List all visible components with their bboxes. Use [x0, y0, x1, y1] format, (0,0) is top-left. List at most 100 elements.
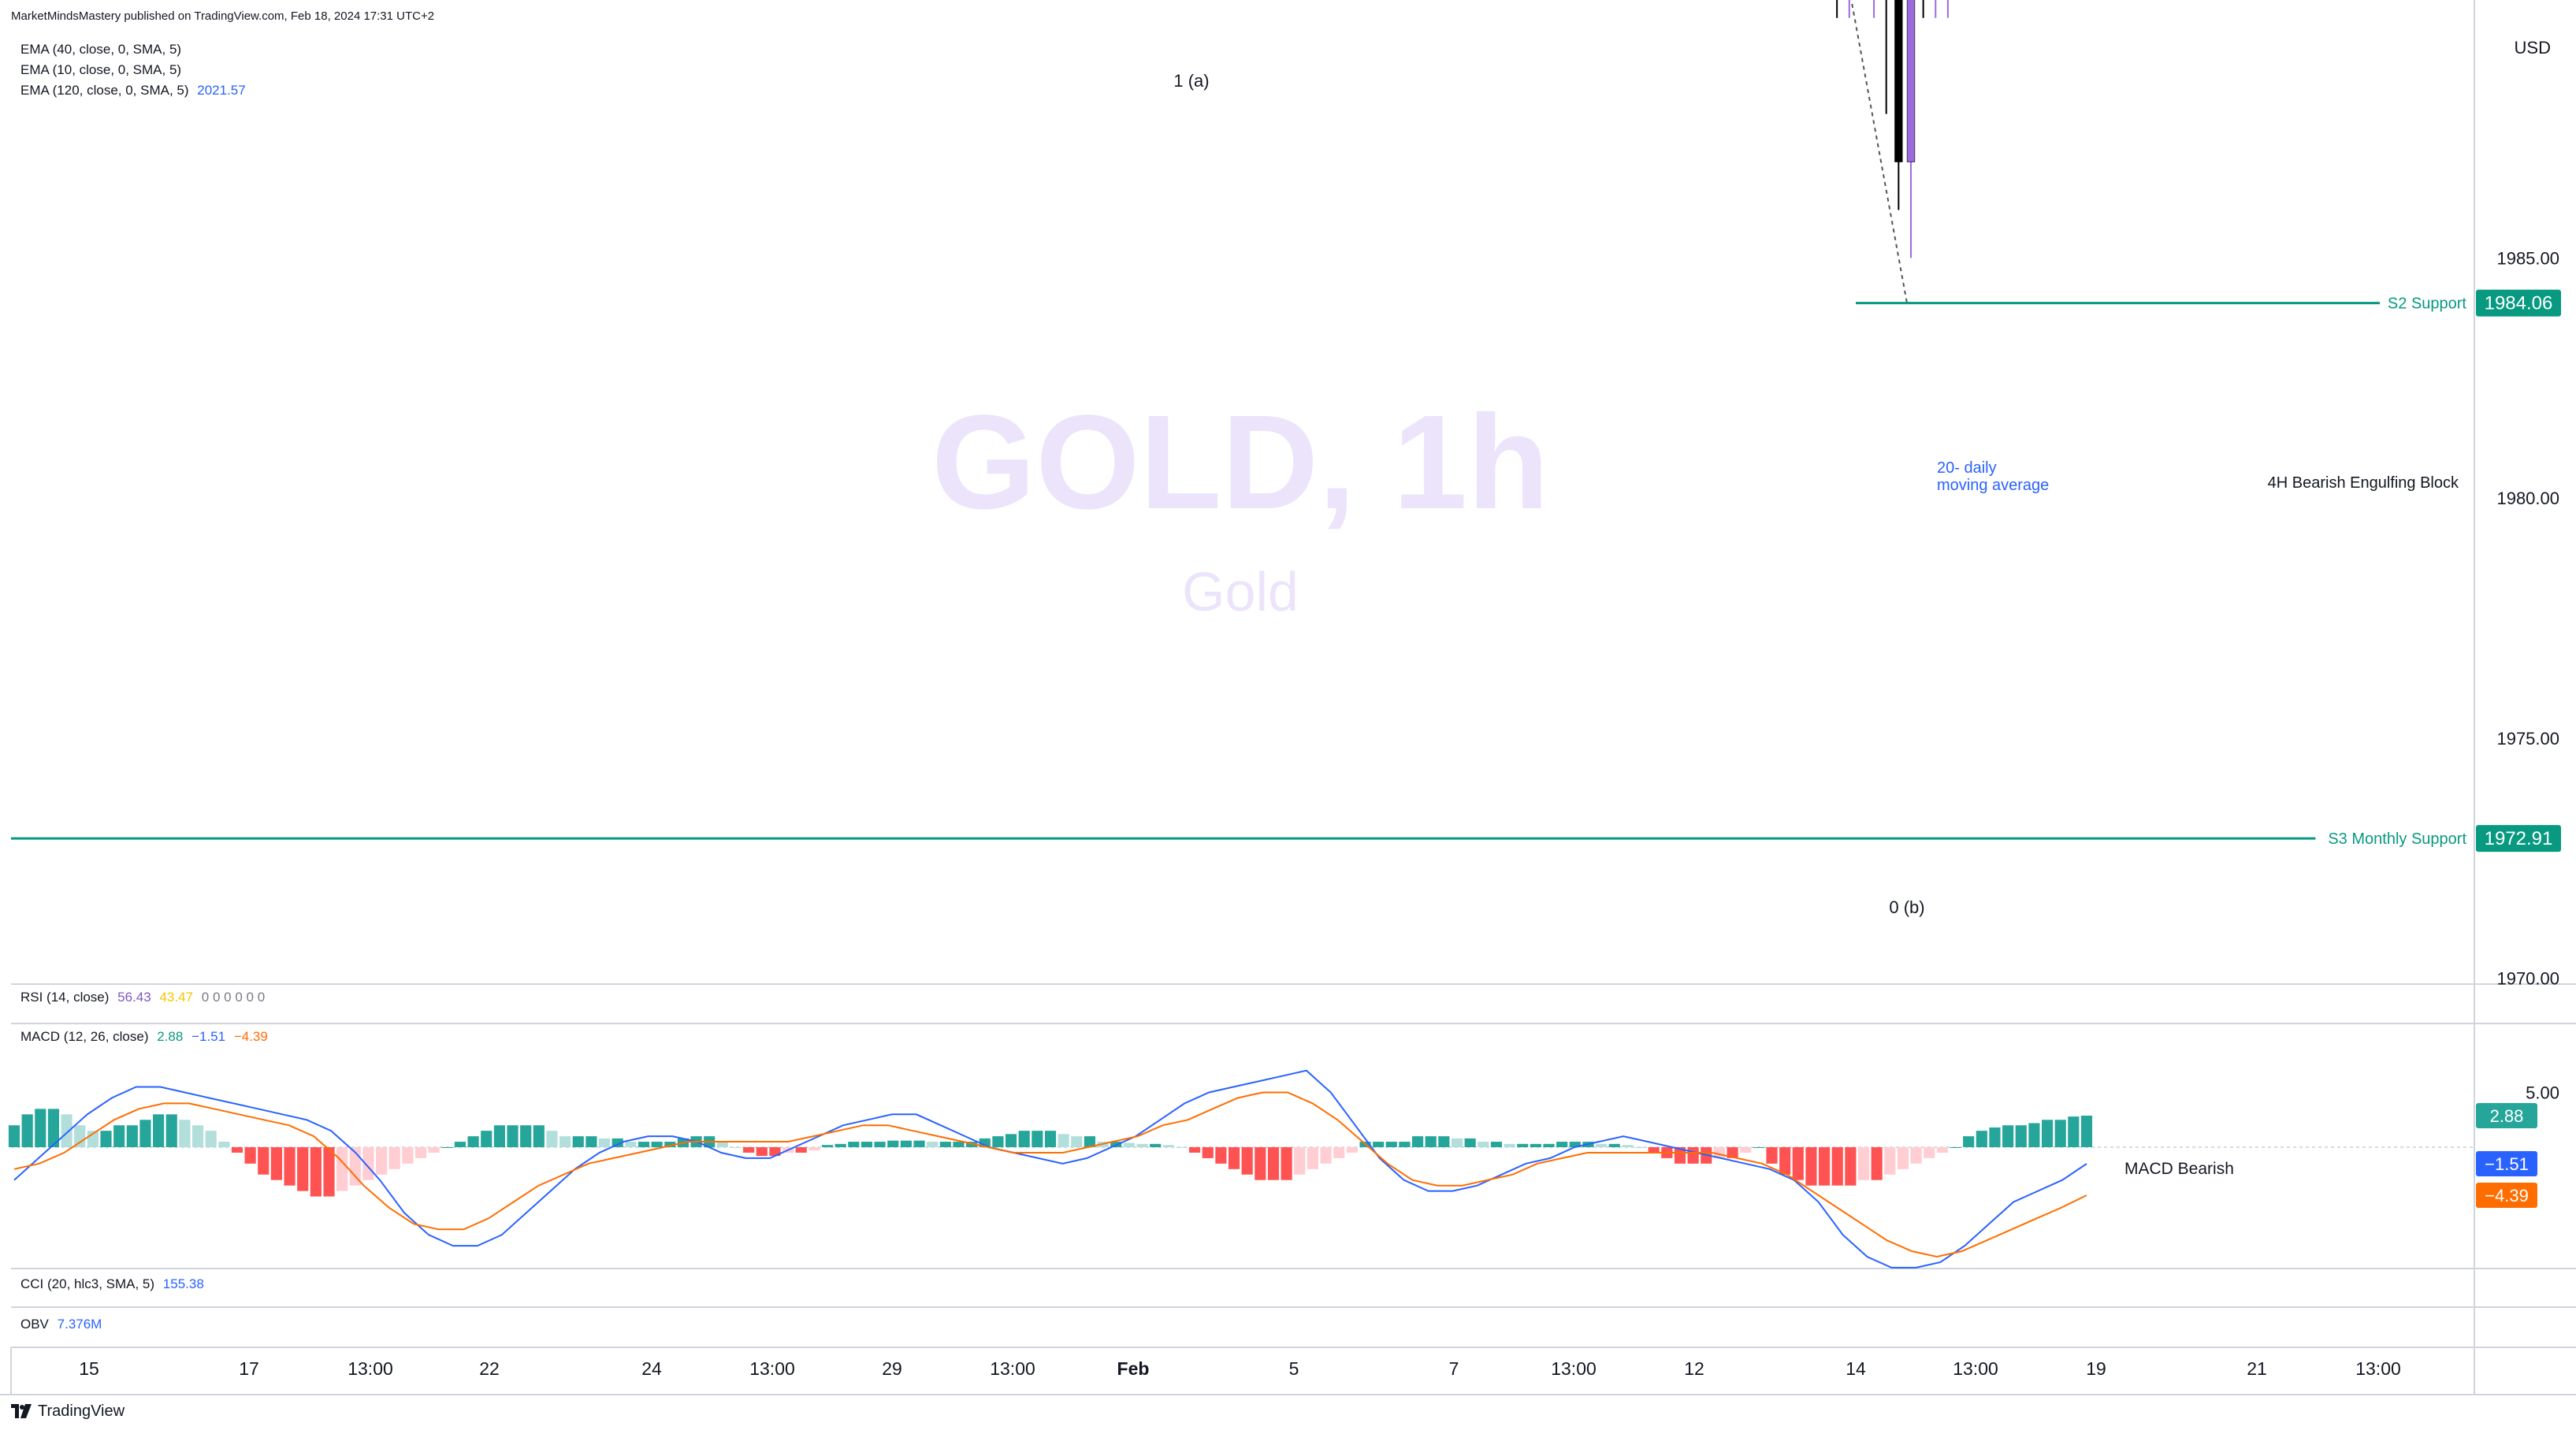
macd-histogram-bar[interactable] [1399, 1142, 1411, 1147]
macd-histogram-bar[interactable] [913, 1140, 925, 1147]
macd-histogram-bar[interactable] [1530, 1143, 1541, 1147]
macd-signal-line[interactable] [13, 1091, 2087, 1258]
macd-histogram-bar[interactable] [1385, 1142, 1397, 1147]
macd-histogram-bar[interactable] [1753, 1147, 1764, 1148]
macd-histogram-bar[interactable] [1136, 1143, 1148, 1147]
macd-histogram-bar[interactable] [887, 1140, 899, 1147]
macd-histogram-bar[interactable] [1228, 1147, 1240, 1169]
macd-histogram-bar[interactable] [966, 1142, 978, 1147]
macd-histogram-bar[interactable] [1556, 1142, 1568, 1147]
level-price-tag[interactable]: 1984.06 [2476, 289, 2561, 317]
macd-histogram-bar[interactable] [244, 1147, 256, 1164]
macd-histogram-bar[interactable] [2002, 1125, 2014, 1147]
macd-histogram-bar[interactable] [1189, 1147, 1201, 1153]
macd-histogram-bar[interactable] [1346, 1147, 1358, 1153]
ema-legend-1[interactable]: EMA (40, close, 0, SMA, 5) [20, 39, 181, 60]
macd-histogram-bar[interactable] [664, 1142, 676, 1147]
ema-legend-3[interactable]: EMA (120, close, 0, SMA, 5) 2021.57 [20, 80, 246, 101]
macd-histogram-bar[interactable] [637, 1142, 650, 1147]
macd-histogram-bar[interactable] [388, 1147, 400, 1169]
macd-histogram-bar[interactable] [1123, 1142, 1135, 1147]
macd-histogram-bar[interactable] [1634, 1147, 1647, 1148]
macd-histogram-bar[interactable] [270, 1147, 282, 1180]
macd-histogram-bar[interactable] [74, 1125, 86, 1147]
macd-histogram-bar[interactable] [1871, 1147, 1883, 1180]
macd-histogram-bar[interactable] [939, 1142, 951, 1147]
macd-histogram-bar[interactable] [743, 1147, 755, 1153]
macd-histogram-bar[interactable] [1150, 1143, 1162, 1147]
macd-histogram-bar[interactable] [349, 1147, 361, 1186]
macd-histogram-bar[interactable] [493, 1125, 505, 1147]
macd-histogram-bar[interactable] [258, 1147, 269, 1175]
macd-histogram-bar[interactable] [1687, 1147, 1699, 1164]
macd-histogram-bar[interactable] [900, 1140, 912, 1147]
macd-histogram-bar[interactable] [2054, 1120, 2066, 1147]
macd-histogram-bar[interactable] [927, 1142, 939, 1147]
macd-histogram-bar[interactable] [61, 1114, 72, 1147]
candle[interactable] [1920, 0, 1927, 18]
macd-histogram-bar[interactable] [1005, 1134, 1017, 1147]
candle[interactable] [1906, 0, 1916, 258]
level-support-4[interactable]: S2 Support 1984.06 [1856, 289, 2561, 317]
macd-histogram-bar[interactable] [1084, 1136, 1096, 1147]
macd-histogram-bar[interactable] [598, 1138, 611, 1147]
macd-histogram-bar[interactable] [1976, 1131, 1987, 1147]
macd-histogram-bar[interactable] [2028, 1123, 2040, 1147]
macd-histogram-bar[interactable] [2068, 1116, 2080, 1147]
macd-histogram-bar[interactable] [205, 1131, 217, 1147]
macd-histogram-bar[interactable] [848, 1142, 860, 1147]
macd-histogram-bar[interactable] [362, 1147, 374, 1180]
macd-histogram-bar[interactable] [1504, 1143, 1515, 1147]
ema-legend-2[interactable]: EMA (10, close, 0, SMA, 5) [20, 60, 181, 80]
macd-histogram-bar[interactable] [520, 1125, 532, 1147]
macd-histogram-bar[interactable] [1464, 1138, 1476, 1147]
macd-histogram-bar[interactable] [1333, 1147, 1345, 1158]
macd-histogram-bar[interactable] [231, 1147, 243, 1153]
macd-histogram-bar[interactable] [1897, 1147, 1909, 1169]
macd-histogram-bar[interactable] [1924, 1147, 1935, 1158]
macd-histogram-bar[interactable] [979, 1138, 991, 1147]
macd-histogram-bar[interactable] [1779, 1147, 1791, 1175]
macd-histogram-bar[interactable] [1608, 1143, 1620, 1147]
macd-histogram-bar[interactable] [414, 1147, 427, 1158]
macd-histogram-bar[interactable] [310, 1147, 322, 1197]
macd-histogram-bar[interactable] [953, 1142, 965, 1147]
candle[interactable] [1944, 0, 1952, 18]
candle[interactable] [1894, 0, 1903, 210]
rsi-legend[interactable]: RSI (14, close) 56.43 43.47 0 0 0 0 0 0 [20, 987, 265, 1008]
macd-histogram-bar[interactable] [1281, 1147, 1292, 1180]
macd-histogram-bar[interactable] [546, 1131, 558, 1147]
macd-histogram-bar[interactable] [1989, 1127, 2001, 1147]
macd-histogram-bar[interactable] [1622, 1145, 1634, 1147]
macd-histogram-bar[interactable] [1438, 1136, 1450, 1147]
macd-histogram-bar[interactable] [323, 1147, 335, 1197]
macd-histogram-bar[interactable] [835, 1143, 846, 1147]
level-price-tag[interactable]: 1972.91 [2476, 825, 2561, 853]
macd-line[interactable] [13, 1069, 2087, 1269]
macd-histogram-bar[interactable] [113, 1125, 125, 1147]
macd-histogram-bar[interactable] [651, 1142, 663, 1147]
macd-histogram-bar[interactable] [1451, 1138, 1463, 1147]
macd-histogram-bar[interactable] [1267, 1147, 1280, 1180]
macd-histogram-bar[interactable] [795, 1147, 807, 1153]
macd-histogram-bar[interactable] [1307, 1147, 1318, 1169]
macd-histogram-bar[interactable] [1831, 1147, 1843, 1186]
macd-histogram-bar[interactable] [821, 1145, 834, 1147]
candle[interactable] [1846, 0, 1853, 18]
macd-histogram-bar[interactable] [1032, 1131, 1043, 1147]
macd-histogram-bar[interactable] [1543, 1143, 1555, 1147]
macd-histogram-bar[interactable] [218, 1142, 230, 1147]
macd-histogram-bar[interactable] [1596, 1143, 1608, 1147]
macd-histogram-bar[interactable] [1478, 1142, 1489, 1147]
macd-histogram-bar[interactable] [1963, 1136, 1975, 1147]
macd-histogram-bar[interactable] [1241, 1147, 1253, 1175]
macd-histogram-bar[interactable] [1819, 1147, 1831, 1186]
macd-histogram-bar[interactable] [559, 1136, 571, 1147]
macd-histogram-bar[interactable] [1766, 1147, 1778, 1164]
macd-histogram-bar[interactable] [507, 1125, 519, 1147]
macd-histogram-bar[interactable] [1215, 1147, 1227, 1164]
macd-histogram-bar[interactable] [467, 1136, 479, 1147]
macd-histogram-bar[interactable] [1490, 1142, 1503, 1147]
macd-histogram-bar[interactable] [1044, 1131, 1057, 1147]
